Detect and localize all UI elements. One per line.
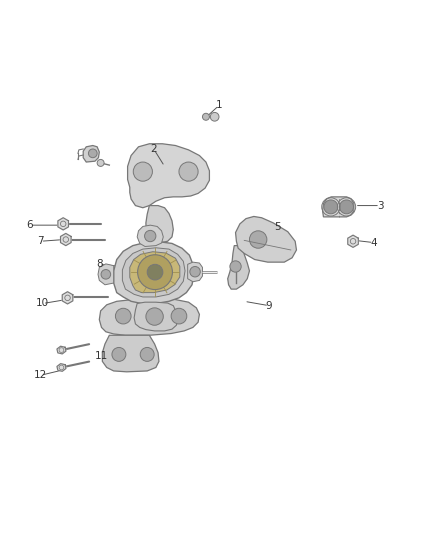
Circle shape [147, 264, 163, 280]
Polygon shape [130, 252, 180, 293]
Text: 10: 10 [36, 298, 49, 309]
Polygon shape [322, 197, 354, 217]
Circle shape [230, 261, 241, 272]
Circle shape [202, 114, 209, 120]
Polygon shape [127, 144, 209, 208]
Circle shape [133, 162, 152, 181]
Circle shape [112, 348, 126, 361]
Polygon shape [122, 248, 185, 297]
Polygon shape [236, 216, 297, 262]
Circle shape [140, 348, 154, 361]
Polygon shape [102, 335, 159, 372]
Text: 12: 12 [34, 370, 47, 381]
Polygon shape [348, 235, 358, 247]
Polygon shape [62, 292, 73, 304]
Polygon shape [58, 218, 68, 230]
Circle shape [339, 200, 353, 214]
Circle shape [171, 308, 187, 324]
Polygon shape [98, 264, 114, 285]
Circle shape [179, 162, 198, 181]
Circle shape [250, 231, 267, 248]
Polygon shape [187, 262, 202, 282]
Circle shape [138, 255, 173, 289]
Polygon shape [134, 302, 178, 331]
Polygon shape [114, 241, 194, 303]
Text: 11: 11 [95, 351, 108, 361]
Circle shape [324, 200, 338, 214]
Text: 2: 2 [150, 144, 157, 154]
Polygon shape [60, 233, 71, 246]
Circle shape [88, 149, 97, 158]
Circle shape [146, 308, 163, 325]
Circle shape [97, 159, 104, 166]
Circle shape [145, 230, 156, 241]
Text: 1: 1 [215, 100, 223, 110]
Text: 7: 7 [37, 236, 44, 246]
Polygon shape [99, 299, 199, 335]
Text: 6: 6 [26, 220, 33, 230]
Polygon shape [137, 225, 163, 246]
Polygon shape [57, 346, 66, 354]
Circle shape [101, 270, 111, 279]
Text: 5: 5 [275, 222, 281, 232]
Polygon shape [228, 246, 250, 289]
Text: 3: 3 [377, 200, 383, 211]
Polygon shape [146, 206, 173, 243]
Circle shape [190, 266, 200, 277]
Circle shape [210, 112, 219, 121]
Polygon shape [57, 364, 66, 372]
Text: 4: 4 [370, 238, 377, 247]
Text: 9: 9 [266, 301, 272, 311]
Polygon shape [83, 146, 99, 162]
Text: 8: 8 [96, 260, 102, 269]
Circle shape [116, 308, 131, 324]
